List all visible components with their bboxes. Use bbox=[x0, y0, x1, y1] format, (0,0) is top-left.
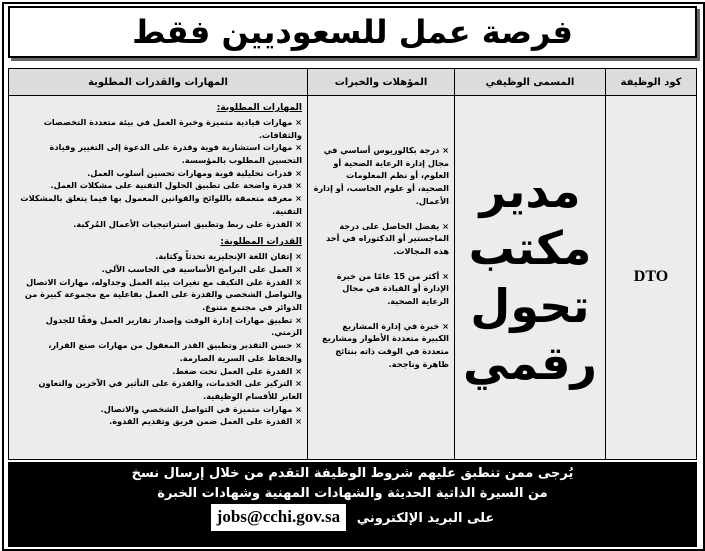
ability-item: القدرة على العمل ضمن فريق وتقديم القدوة. bbox=[14, 415, 302, 428]
qualification-item: × أكثر من 15 عامًا من خبرة الإدارة أو ال… bbox=[336, 270, 449, 307]
ability-item: حسن التقدير وتطبيق القدر المعقول من مهار… bbox=[14, 339, 302, 364]
job-table: كود الوظيفة المسمى الوظيفي المؤهلات والخ… bbox=[8, 68, 697, 460]
ability-item: العمل على البرامج الأساسية في الحاسب الآ… bbox=[14, 263, 302, 276]
skills-cell: المهارات المطلوبة: مهارات قيادية متميزة … bbox=[8, 95, 308, 460]
job-title-line: مدير bbox=[479, 163, 581, 218]
qualification-item: × خبرة في إدارة المشاريع الكبيرة متعددة … bbox=[322, 320, 449, 369]
skill-item: مهارات قيادية متميزة وخبرة العمل في بيئة… bbox=[14, 116, 302, 141]
title-banner: فرصة عمل للسعوديين فقط bbox=[8, 6, 697, 58]
skills-heading: المهارات المطلوبة: bbox=[216, 103, 302, 113]
qualification-item: × يفضل الحاصل على درجة الماجستير أو الدك… bbox=[325, 220, 449, 256]
job-title: مدير مكتب تحول رقمي bbox=[454, 95, 606, 460]
skill-item: قدرة واضحة على تطبيق الحلول التقنية على … bbox=[14, 179, 302, 192]
abilities-heading: القدرات المطلوبة: bbox=[220, 237, 302, 248]
footer-line-email: على البريد الإلكتروني jobs@cchi.gov.sa bbox=[8, 504, 697, 531]
qualification-item: × درجة بكالوريوس أساسي في مجال إدارة الر… bbox=[313, 145, 449, 206]
ability-item: القدرة على التكيف مع تغيرات بيئة العمل و… bbox=[14, 276, 302, 314]
email-link[interactable]: jobs@cchi.gov.sa bbox=[210, 504, 347, 531]
footer-line: من السيرة الذاتية الحديثة والشهادات المه… bbox=[157, 486, 548, 502]
footer-email-label: على البريد الإلكتروني bbox=[356, 511, 495, 527]
skill-item: مهارات استشارية قوية وقدرة على الدعوة إل… bbox=[14, 141, 302, 166]
job-title-line: رقمي bbox=[463, 336, 597, 390]
job-title-line: تحول bbox=[470, 278, 590, 333]
application-footer: يُرجى ممن تنطبق عليهم شروط الوظيفة التقد… bbox=[8, 462, 697, 547]
header-code: كود الوظيفة bbox=[605, 68, 697, 96]
ability-item: تطبيق مهارات إدارة الوقت وإصدار تقارير ا… bbox=[14, 314, 302, 339]
ad-title: فرصة عمل للسعوديين فقط bbox=[132, 13, 573, 51]
skills-list: مهارات قيادية متميزة وخبرة العمل في بيئة… bbox=[14, 116, 302, 230]
table-row: DTO مدير مكتب تحول رقمي × درجة بكالوريوس… bbox=[8, 95, 697, 460]
header-job-title: المسمى الوظيفي bbox=[454, 68, 606, 96]
qualifications-cell: × درجة بكالوريوس أساسي في مجال إدارة الر… bbox=[307, 95, 455, 460]
skill-item: قدرات تحليلية قوية ومهارات تحسين أسلوب ا… bbox=[14, 167, 302, 180]
ability-item: إتقان اللغة الإنجليزية تحدثاً وكتابة. bbox=[14, 250, 302, 263]
abilities-list: إتقان اللغة الإنجليزية تحدثاً وكتابة. ال… bbox=[14, 250, 302, 428]
job-code: DTO bbox=[605, 95, 697, 460]
skill-item: القدرة على ربط وتطبيق استراتيجيات الأعما… bbox=[14, 218, 302, 231]
table-header-row: كود الوظيفة المسمى الوظيفي المؤهلات والخ… bbox=[8, 68, 697, 96]
ability-item: مهارات متميزة في التواصل الشخصي والاتصال… bbox=[14, 403, 302, 416]
footer-line: يُرجى ممن تنطبق عليهم شروط الوظيفة التقد… bbox=[131, 466, 574, 481]
job-title-line: مكتب bbox=[468, 221, 592, 275]
ability-item: التركيز على الخدمات، والقدرة على التأثير… bbox=[14, 377, 302, 402]
header-qualifications: المؤهلات والخبرات bbox=[307, 68, 455, 96]
skill-item: معرفة متعمقة باللوائح والقوانين المعمول … bbox=[14, 192, 302, 217]
ability-item: القدرة على العمل تحت ضغط. bbox=[14, 365, 302, 378]
header-skills: المهارات والقدرات المطلوبة bbox=[8, 68, 308, 96]
